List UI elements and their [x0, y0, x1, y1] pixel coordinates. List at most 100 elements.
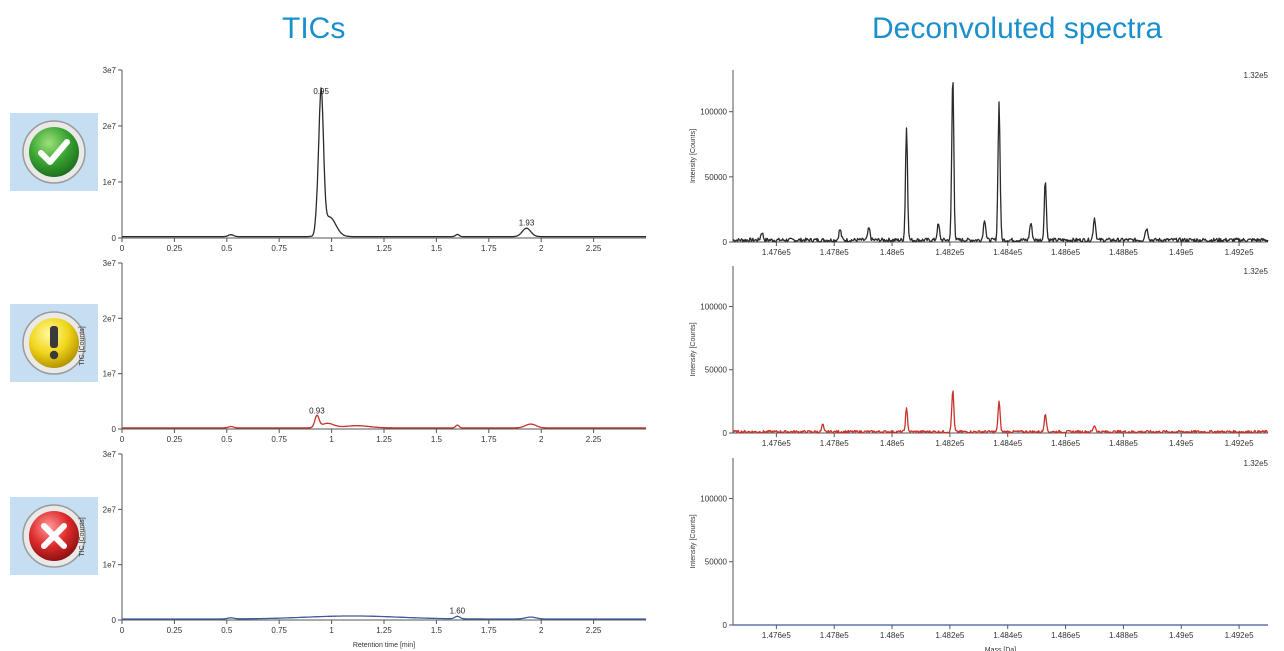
x-tick-label: 1.25	[376, 435, 392, 444]
status-tile-fail	[10, 497, 98, 575]
peak-label: 0.93	[309, 406, 325, 415]
peak-label: 1.93	[519, 219, 535, 228]
chart-panel-1: 0 0.25 0.5 0.75 1 1.25 1.5 1.75 2 2.25 0 1e7 2e7 3e7 0…	[103, 66, 646, 253]
exclamation-icon	[22, 311, 86, 375]
spectra-heading: Deconvoluted spectra	[872, 12, 1163, 45]
y-axis-label: Intensity [Counts]	[690, 322, 697, 376]
x-tick-label: 1	[329, 626, 334, 635]
x-tick-label: 1.478e5	[820, 631, 849, 640]
x-tick-label: 0	[120, 626, 125, 635]
x-tick-label: 1.48e5	[880, 631, 905, 640]
tics-heading: TICs	[282, 12, 346, 45]
chart-panel-3: 0 0.25 0.5 0.75 1 1.25 1.5 1.75 2 2.25 0 1e7 2e7 3e7 T…	[79, 450, 646, 649]
y-tick-label: 50000	[705, 173, 728, 182]
status-tile-warning	[10, 304, 98, 382]
x-tick-label: 1.484e5	[993, 439, 1022, 448]
x-tick-label: 2.25	[586, 626, 602, 635]
y-axis-label: TIC [Counts]	[79, 517, 86, 556]
y-tick-label: 2e7	[103, 122, 117, 131]
x-tick-label: 1.75	[481, 626, 497, 635]
x-tick-label: 0.5	[221, 626, 233, 635]
x-tick-label: 1.48e5	[880, 248, 905, 257]
x-tick-label: 0.75	[271, 626, 287, 635]
x-tick-label: 1.486e5	[1051, 248, 1080, 257]
y-tick-label: 100000	[700, 494, 727, 503]
x-tick-label: 1.486e5	[1051, 631, 1080, 640]
x-tick-label: 0.25	[167, 435, 183, 444]
y-axis-label: Intensity [Counts]	[690, 514, 697, 568]
x-tick-label: 1.476e5	[762, 439, 791, 448]
y-tick-label: 2e7	[103, 505, 117, 514]
intensity-max-label: 1.32e5	[1244, 267, 1269, 276]
y-tick-label: 0	[112, 616, 117, 625]
peak-label: 0.95	[313, 87, 329, 96]
x-tick-label: 1.488e5	[1109, 439, 1138, 448]
x-tick-label: 1.48e5	[880, 439, 905, 448]
x-tick-label: 0	[120, 435, 125, 444]
chart-panel-4: 1.476e5 1.478e5 1.48e5 1.482e5 1.484e5 1.486e…	[690, 70, 1269, 257]
series-line	[732, 82, 1269, 243]
x-tick-label: 1.25	[376, 626, 392, 635]
y-tick-label: 1e7	[103, 178, 117, 187]
check-icon	[22, 120, 86, 184]
x-tick-label: 1.5	[431, 626, 443, 635]
x-tick-label: 2	[539, 435, 544, 444]
series-line	[122, 87, 646, 238]
x-tick-label: 1.49e5	[1169, 631, 1194, 640]
x-tick-label: 2	[539, 626, 544, 635]
x-tick-label: 1.482e5	[935, 439, 964, 448]
x-tick-label: 0.5	[221, 244, 233, 253]
x-tick-label: 2	[539, 244, 544, 253]
y-tick-label: 1e7	[103, 370, 117, 379]
y-tick-label: 100000	[700, 302, 727, 311]
x-tick-label: 1.75	[481, 244, 497, 253]
y-tick-label: 0	[723, 238, 728, 247]
x-tick-label: 2.25	[586, 435, 602, 444]
x-tick-label: 1.49e5	[1169, 248, 1194, 257]
series-line	[732, 390, 1269, 434]
status-tile-pass	[10, 113, 98, 191]
x-axis-label: Retention time [min]	[353, 642, 415, 649]
x-tick-label: 1.482e5	[935, 631, 964, 640]
x-tick-label: 1.492e5	[1225, 248, 1254, 257]
x-tick-label: 0.25	[167, 244, 183, 253]
x-axis-label: Mass [Da]	[985, 647, 1017, 651]
x-tick-label: 0	[120, 244, 125, 253]
x-tick-label: 0.75	[271, 244, 287, 253]
x-tick-label: 1.484e5	[993, 248, 1022, 257]
x-tick-label: 1	[329, 435, 334, 444]
peak-label: 1.60	[450, 607, 466, 616]
x-tick-label: 1.25	[376, 244, 392, 253]
x-tick-label: 2.25	[586, 244, 602, 253]
x-tick-label: 1.5	[431, 244, 443, 253]
x-tick-label: 1.488e5	[1109, 248, 1138, 257]
y-tick-label: 0	[112, 425, 117, 434]
chart-panel-5: 1.476e5 1.478e5 1.48e5 1.482e5 1.484e5 1.486e…	[690, 266, 1269, 448]
y-axis-label: TIC [Counts]	[79, 326, 86, 365]
x-tick-label: 1.488e5	[1109, 631, 1138, 640]
x-tick-label: 1.478e5	[820, 248, 849, 257]
x-tick-label: 1.482e5	[935, 248, 964, 257]
x-tick-label: 1.49e5	[1169, 439, 1194, 448]
series-line	[122, 615, 646, 620]
y-tick-label: 50000	[705, 558, 728, 567]
x-tick-label: 1.486e5	[1051, 439, 1080, 448]
intensity-max-label: 1.32e5	[1244, 459, 1269, 468]
y-tick-label: 2e7	[103, 314, 117, 323]
intensity-max-label: 1.32e5	[1244, 71, 1269, 80]
x-tick-label: 1.484e5	[993, 631, 1022, 640]
x-tick-label: 1.476e5	[762, 631, 791, 640]
y-tick-label: 0	[723, 429, 728, 438]
x-tick-label: 1.75	[481, 435, 497, 444]
y-tick-label: 0	[112, 234, 117, 243]
chart-panel-2: 0 0.25 0.5 0.75 1 1.25 1.5 1.75 2 2.25 0 1e7 2e7 3e7 T…	[79, 259, 646, 444]
y-tick-label: 0	[723, 621, 728, 630]
chart-panel-6: 1.476e5 1.478e5 1.48e5 1.482e5 1.484e5 1.486e…	[690, 458, 1269, 651]
x-tick-label: 0.5	[221, 435, 233, 444]
x-tick-label: 0.75	[271, 435, 287, 444]
x-tick-label: 1.5	[431, 435, 443, 444]
y-tick-label: 3e7	[103, 450, 117, 459]
y-tick-label: 1e7	[103, 561, 117, 570]
x-tick-label: 1	[329, 244, 334, 253]
